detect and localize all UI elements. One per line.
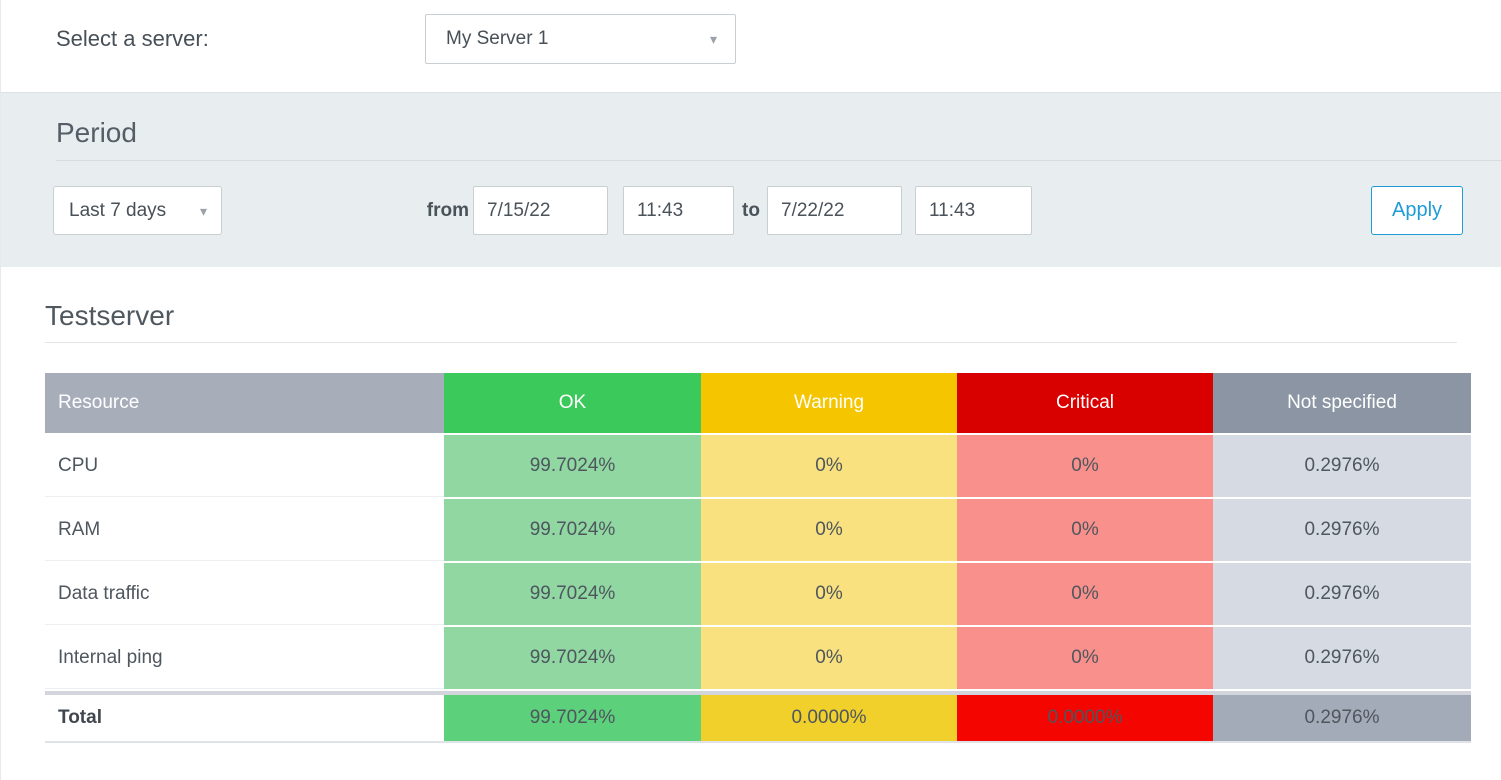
cell-not-specified: 0.2976%	[1213, 499, 1471, 561]
apply-button[interactable]: Apply	[1371, 186, 1463, 235]
cell-not-specified: 0.2976%	[1213, 695, 1471, 741]
header-ok: OK	[444, 373, 701, 433]
to-date-input[interactable]	[767, 186, 902, 235]
cell-critical: 0%	[957, 627, 1213, 689]
to-time-input[interactable]	[915, 186, 1032, 235]
cell-resource: Data traffic	[45, 563, 444, 625]
cell-not-specified: 0.2976%	[1213, 563, 1471, 625]
cell-warning: 0%	[701, 627, 957, 689]
uptime-table: Resource OK Warning Critical Not specifi…	[45, 373, 1471, 743]
cell-warning: 0%	[701, 563, 957, 625]
chevron-down-icon: ▾	[199, 202, 207, 219]
server-select[interactable]: My Server 1 ▾	[425, 14, 736, 64]
cell-warning: 0%	[701, 435, 957, 497]
cell-resource: Internal ping	[45, 627, 444, 689]
from-label: from	[426, 199, 469, 221]
table-row-internal-ping: Internal ping 99.7024% 0% 0% 0.2976%	[45, 627, 1471, 689]
table-row-cpu: CPU 99.7024% 0% 0% 0.2976%	[45, 435, 1471, 497]
period-range-value: Last 7 days	[69, 199, 167, 221]
table-header-row: Resource OK Warning Critical Not specifi…	[45, 373, 1471, 433]
chevron-down-icon: ▾	[709, 31, 717, 47]
report-section: Testserver Resource OK Warning Critical …	[1, 267, 1501, 743]
cell-not-specified: 0.2976%	[1213, 627, 1471, 689]
period-section: Period Last 7 days ▾ from to Apply	[1, 92, 1501, 267]
server-select-label: Select a server:	[56, 26, 209, 51]
cell-ok: 99.7024%	[444, 563, 701, 625]
from-date-input[interactable]	[473, 186, 608, 235]
server-select-row: Select a server: My Server 1 ▾	[1, 0, 1501, 92]
cell-resource: RAM	[45, 499, 444, 561]
cell-ok: 99.7024%	[444, 499, 701, 561]
cell-critical: 0%	[957, 435, 1213, 497]
to-label: to	[742, 199, 760, 221]
cell-warning: 0.0000%	[701, 695, 957, 741]
cell-critical: 0%	[957, 563, 1213, 625]
cell-critical: 0%	[957, 499, 1213, 561]
header-not-specified: Not specified	[1213, 373, 1471, 433]
table-row-ram: RAM 99.7024% 0% 0% 0.2976%	[45, 499, 1471, 561]
cell-not-specified: 0.2976%	[1213, 435, 1471, 497]
header-critical: Critical	[957, 373, 1213, 433]
period-range-select[interactable]: Last 7 days ▾	[53, 186, 222, 235]
cell-resource: CPU	[45, 435, 444, 497]
header-resource: Resource	[45, 373, 444, 433]
report-title: Testserver	[45, 300, 1457, 343]
from-time-input[interactable]	[623, 186, 734, 235]
header-warning: Warning	[701, 373, 957, 433]
cell-ok: 99.7024%	[444, 435, 701, 497]
cell-resource: Total	[45, 695, 444, 741]
cell-ok: 99.7024%	[444, 627, 701, 689]
server-select-value: My Server 1	[446, 28, 549, 49]
cell-critical: 0.0000%	[957, 695, 1213, 741]
table-row-total: Total 99.7024% 0.0000% 0.0000% 0.2976%	[45, 691, 1471, 743]
period-title: Period	[56, 117, 137, 148]
cell-warning: 0%	[701, 499, 957, 561]
cell-ok: 99.7024%	[444, 695, 701, 741]
table-row-data-traffic: Data traffic 99.7024% 0% 0% 0.2976%	[45, 563, 1471, 625]
period-divider	[56, 160, 1501, 161]
